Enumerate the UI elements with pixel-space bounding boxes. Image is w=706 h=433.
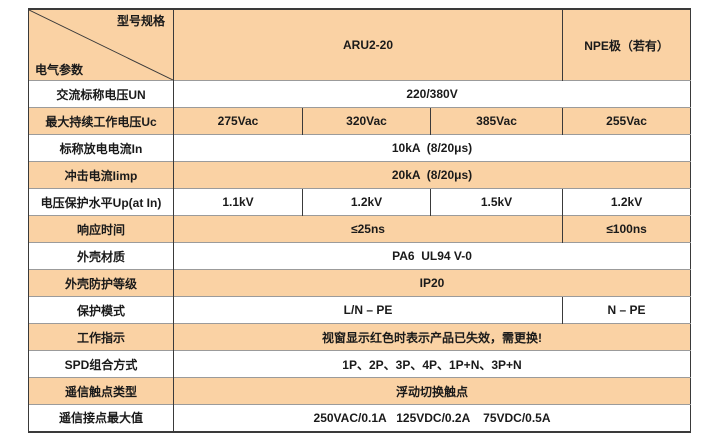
- cell: IP20: [172, 269, 691, 297]
- cell: ≤100ns: [562, 215, 691, 243]
- table-row: 工作指示 视窗显示红色时表示产品已失效，需更换!: [28, 323, 691, 351]
- table-row: 响应时间 ≤25ns ≤100ns: [28, 215, 691, 243]
- table-row: 最大持续工作电压Uc 275Vac 320Vac 385Vac 255Vac: [28, 107, 691, 135]
- cell: 385Vac: [429, 107, 563, 135]
- cell: 1.5kV: [429, 188, 563, 216]
- cell: 275Vac: [173, 107, 303, 135]
- row-label: 冲击电流Iimp: [28, 161, 174, 189]
- row-label: 外壳防护等级: [28, 269, 174, 297]
- cell: ≤25ns: [172, 215, 563, 243]
- row-label: 遥信触点类型: [28, 377, 174, 405]
- table-row: 外壳材质 PA6 UL94 V-0: [28, 242, 691, 270]
- column-header-model: ARU2-20: [172, 9, 563, 81]
- cell: 1.2kV: [302, 188, 431, 216]
- diagonal-line: [29, 10, 173, 80]
- row-label: 响应时间: [28, 215, 174, 243]
- row-label: 标称放电电流In: [28, 134, 174, 162]
- cell: 视窗显示红色时表示产品已失效，需更换!: [172, 323, 691, 351]
- column-header-npe: NPE极（若有）: [562, 9, 691, 81]
- cell: 320Vac: [302, 107, 431, 135]
- corner-label-electrical-params: 电气参数: [35, 63, 84, 77]
- cell: 250VAC/0.1A 125VDC/0.2A 75VDC/0.5A: [172, 404, 691, 432]
- cell: 255Vac: [562, 107, 691, 135]
- table-row: 冲击电流Iimp 20kA (8/20μs): [28, 161, 691, 189]
- table-row: 遥信接点最大值 250VAC/0.1A 125VDC/0.2A 75VDC/0.…: [28, 404, 691, 432]
- cell: PA6 UL94 V-0: [172, 242, 691, 270]
- table-row: 遥信触点类型 浮动切换触点: [28, 377, 691, 405]
- corner-label-model-spec: 型号规格: [116, 14, 165, 28]
- table-header-row: 型号规格 电气参数 ARU2-20 NPE极（若有）: [28, 9, 691, 81]
- cell: 220/380V: [172, 80, 691, 108]
- cell: 10kA (8/20μs): [172, 134, 691, 162]
- row-label: 外壳材质: [28, 242, 174, 270]
- cell: 20kA (8/20μs): [172, 161, 691, 189]
- table-row: 交流标称电压UN 220/380V: [28, 80, 691, 108]
- cell: 1.2kV: [562, 188, 691, 216]
- table-row: 保护模式 L/N – PE N – PE: [28, 296, 691, 324]
- row-label: 保护模式: [28, 296, 174, 324]
- row-label: SPD组合方式: [28, 350, 174, 378]
- cell: L/N – PE: [172, 296, 563, 324]
- row-label: 电压保护水平Up(at In): [28, 188, 174, 216]
- table-row: 标称放电电流In 10kA (8/20μs): [28, 134, 691, 162]
- row-label: 交流标称电压UN: [28, 80, 174, 108]
- table-row: SPD组合方式 1P、2P、3P、4P、1P+N、3P+N: [28, 350, 691, 378]
- row-label: 最大持续工作电压Uc: [28, 107, 174, 135]
- cell: 1.1kV: [173, 188, 303, 216]
- spec-table: 型号规格 电气参数 ARU2-20 NPE极（若有） 交流标称电压UN 220/…: [28, 8, 692, 433]
- table-row: 电压保护水平Up(at In) 1.1kV 1.2kV 1.5kV 1.2kV: [28, 188, 691, 216]
- row-label: 工作指示: [28, 323, 174, 351]
- cell: 浮动切换触点: [172, 377, 691, 405]
- table-row: 外壳防护等级 IP20: [28, 269, 691, 297]
- cell: 1P、2P、3P、4P、1P+N、3P+N: [172, 350, 691, 378]
- corner-cell: 型号规格 电气参数: [28, 9, 174, 81]
- cell: N – PE: [562, 296, 691, 324]
- row-label: 遥信接点最大值: [28, 404, 174, 432]
